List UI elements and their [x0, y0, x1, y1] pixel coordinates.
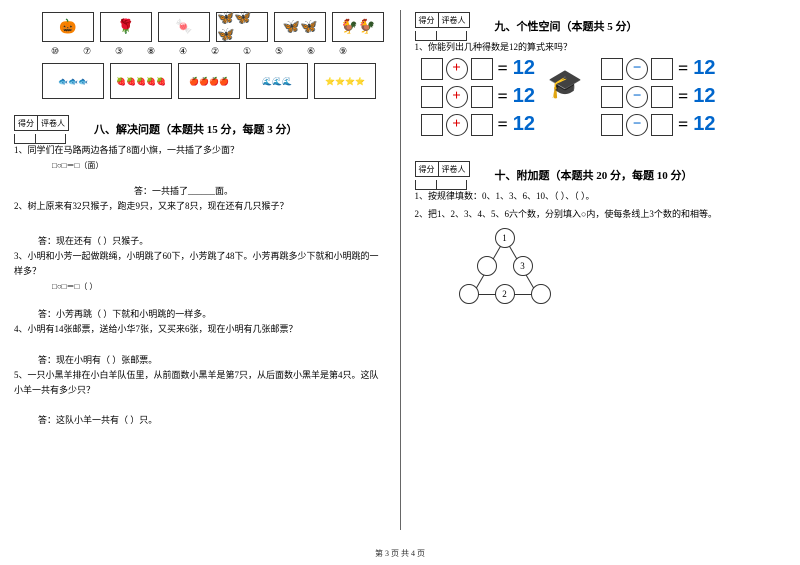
circled-num: ⑨: [330, 46, 356, 57]
img-box: 🐟🐟🐟: [42, 63, 104, 99]
score-label: 得分: [415, 161, 439, 177]
q8-4-ans: 答：现在小明有（ ）张邮票。: [38, 352, 386, 368]
top-image-row: 🎃 🌹 🍬 🦋🦋🦋 🦋🦋 🐓🐓: [42, 12, 386, 42]
q8-1-eq: □○□＝□（面）: [52, 160, 386, 173]
img-box: 🌹: [100, 12, 152, 42]
result-12: 12: [693, 57, 715, 80]
tri-node: [531, 284, 551, 304]
circled-num: ②: [202, 46, 228, 57]
grader-label: 评卷人: [439, 161, 470, 177]
circled-num: ③: [106, 46, 132, 57]
minus-icon: −: [626, 58, 648, 80]
result-12: 12: [693, 85, 715, 108]
result-12: 12: [693, 113, 715, 136]
tri-node-top: 1: [495, 228, 515, 248]
q8-5-ans: 答：这队小羊一共有（ ）只。: [38, 412, 386, 428]
plus-icon: +: [446, 86, 468, 108]
result-12: 12: [513, 113, 535, 136]
q8-2: 2、树上原来有32只猴子，跑走9只，又来了8只，现在还有几只猴子？: [14, 199, 386, 214]
tri-node: [477, 256, 497, 276]
circled-num: ①: [234, 46, 260, 57]
img-box: 🦋🦋🦋: [216, 12, 268, 42]
page-footer: 第 3 页 共 4 页: [0, 548, 800, 559]
mascot-icon: 🎓: [543, 57, 587, 111]
minus-icon: −: [626, 86, 648, 108]
right-column: 得分 评卷人 九、个性空间（本题共 5 分） 1、你能列出几种得数是12的算式来…: [401, 0, 800, 540]
q10-2: 2、把1、2、3、4、5、6六个数，分别填入○内，使每条线上3个数的和相等。: [415, 207, 787, 222]
left-column: 🎃 🌹 🍬 🦋🦋🦋 🦋🦋 🐓🐓 ⑩ ⑦ ③ ⑧ ④ ② ① ⑤ ⑥ ⑨ 🐟🐟🐟 …: [0, 0, 400, 540]
q9-1: 1、你能列出几种得数是12的算式来吗？: [415, 40, 787, 55]
result-12: 12: [513, 85, 535, 108]
img-box: 🦋🦋: [274, 12, 326, 42]
q8-3: 3、小明和小芳一起做跳绳，小明跳了60下，小芳跳了48下。小芳再跳多少下就和小明…: [14, 249, 386, 280]
section-8-header: 八、解决问题（本题共 15 分，每题 3 分）: [94, 121, 386, 137]
tri-node: 2: [495, 284, 515, 304]
circled-num: ⑥: [298, 46, 324, 57]
score-label: 得分: [415, 12, 439, 28]
plus-column: +=12 +=12 +=12: [415, 57, 536, 141]
circled-num: ⑤: [266, 46, 292, 57]
equation-grid: +=12 +=12 +=12 🎓 −=12 −=12 −=12: [415, 57, 787, 141]
circled-num: ⑩: [42, 46, 68, 57]
tri-node: 3: [513, 256, 533, 276]
minus-icon: −: [626, 114, 648, 136]
img-box: 🎃: [42, 12, 94, 42]
section-10-header: 十、附加题（本题共 20 分，每题 10 分）: [495, 167, 787, 183]
circled-num: ④: [170, 46, 196, 57]
triangle-diagram: 1 3 2: [445, 228, 565, 318]
plus-icon: +: [446, 114, 468, 136]
circled-num-row: ⑩ ⑦ ③ ⑧ ④ ② ① ⑤ ⑥ ⑨: [42, 46, 386, 57]
score-label: 得分: [14, 115, 38, 131]
q8-1: 1、同学们在马路两边各插了8面小旗，一共插了多少面？: [14, 143, 386, 158]
img-box: 🍎🍎🍎🍎: [178, 63, 240, 99]
img-box: ⭐⭐⭐⭐: [314, 63, 376, 99]
q8-1-ans: 答：一共插了______面。: [134, 183, 386, 199]
circled-num: ⑧: [138, 46, 164, 57]
circled-num: ⑦: [74, 46, 100, 57]
q8-2-ans: 答：现在还有（ ）只猴子。: [38, 233, 386, 249]
q8-3-eq: □○□＝□（ ）: [52, 281, 386, 294]
plus-icon: +: [446, 58, 468, 80]
grader-label: 评卷人: [439, 12, 470, 28]
q10-1: 1、按规律填数：0、1、3、6、10、（ ）、（ ）。: [415, 189, 787, 204]
grader-label: 评卷人: [38, 115, 69, 131]
q8-4: 4、小明有14张邮票，送给小华7张，又买来6张，现在小明有几张邮票？: [14, 322, 386, 337]
img-box: 🍓🍓🍓🍓🍓: [110, 63, 172, 99]
tri-node: [459, 284, 479, 304]
img-box: 🌊🌊🌊: [246, 63, 308, 99]
bottom-image-row: 🐟🐟🐟 🍓🍓🍓🍓🍓 🍎🍎🍎🍎 🌊🌊🌊 ⭐⭐⭐⭐: [42, 63, 386, 99]
result-12: 12: [513, 57, 535, 80]
img-box: 🍬: [158, 12, 210, 42]
q8-5: 5、一只小黑羊排在小白羊队伍里，从前面数小黑羊是第7只，从后面数小黑羊是第4只。…: [14, 368, 386, 399]
minus-column: −=12 −=12 −=12: [595, 57, 716, 141]
img-box: 🐓🐓: [332, 12, 384, 42]
q8-3-ans: 答：小芳再跳（ ）下就和小明跳的一样多。: [38, 306, 386, 322]
section-9-header: 九、个性空间（本题共 5 分）: [495, 18, 787, 34]
